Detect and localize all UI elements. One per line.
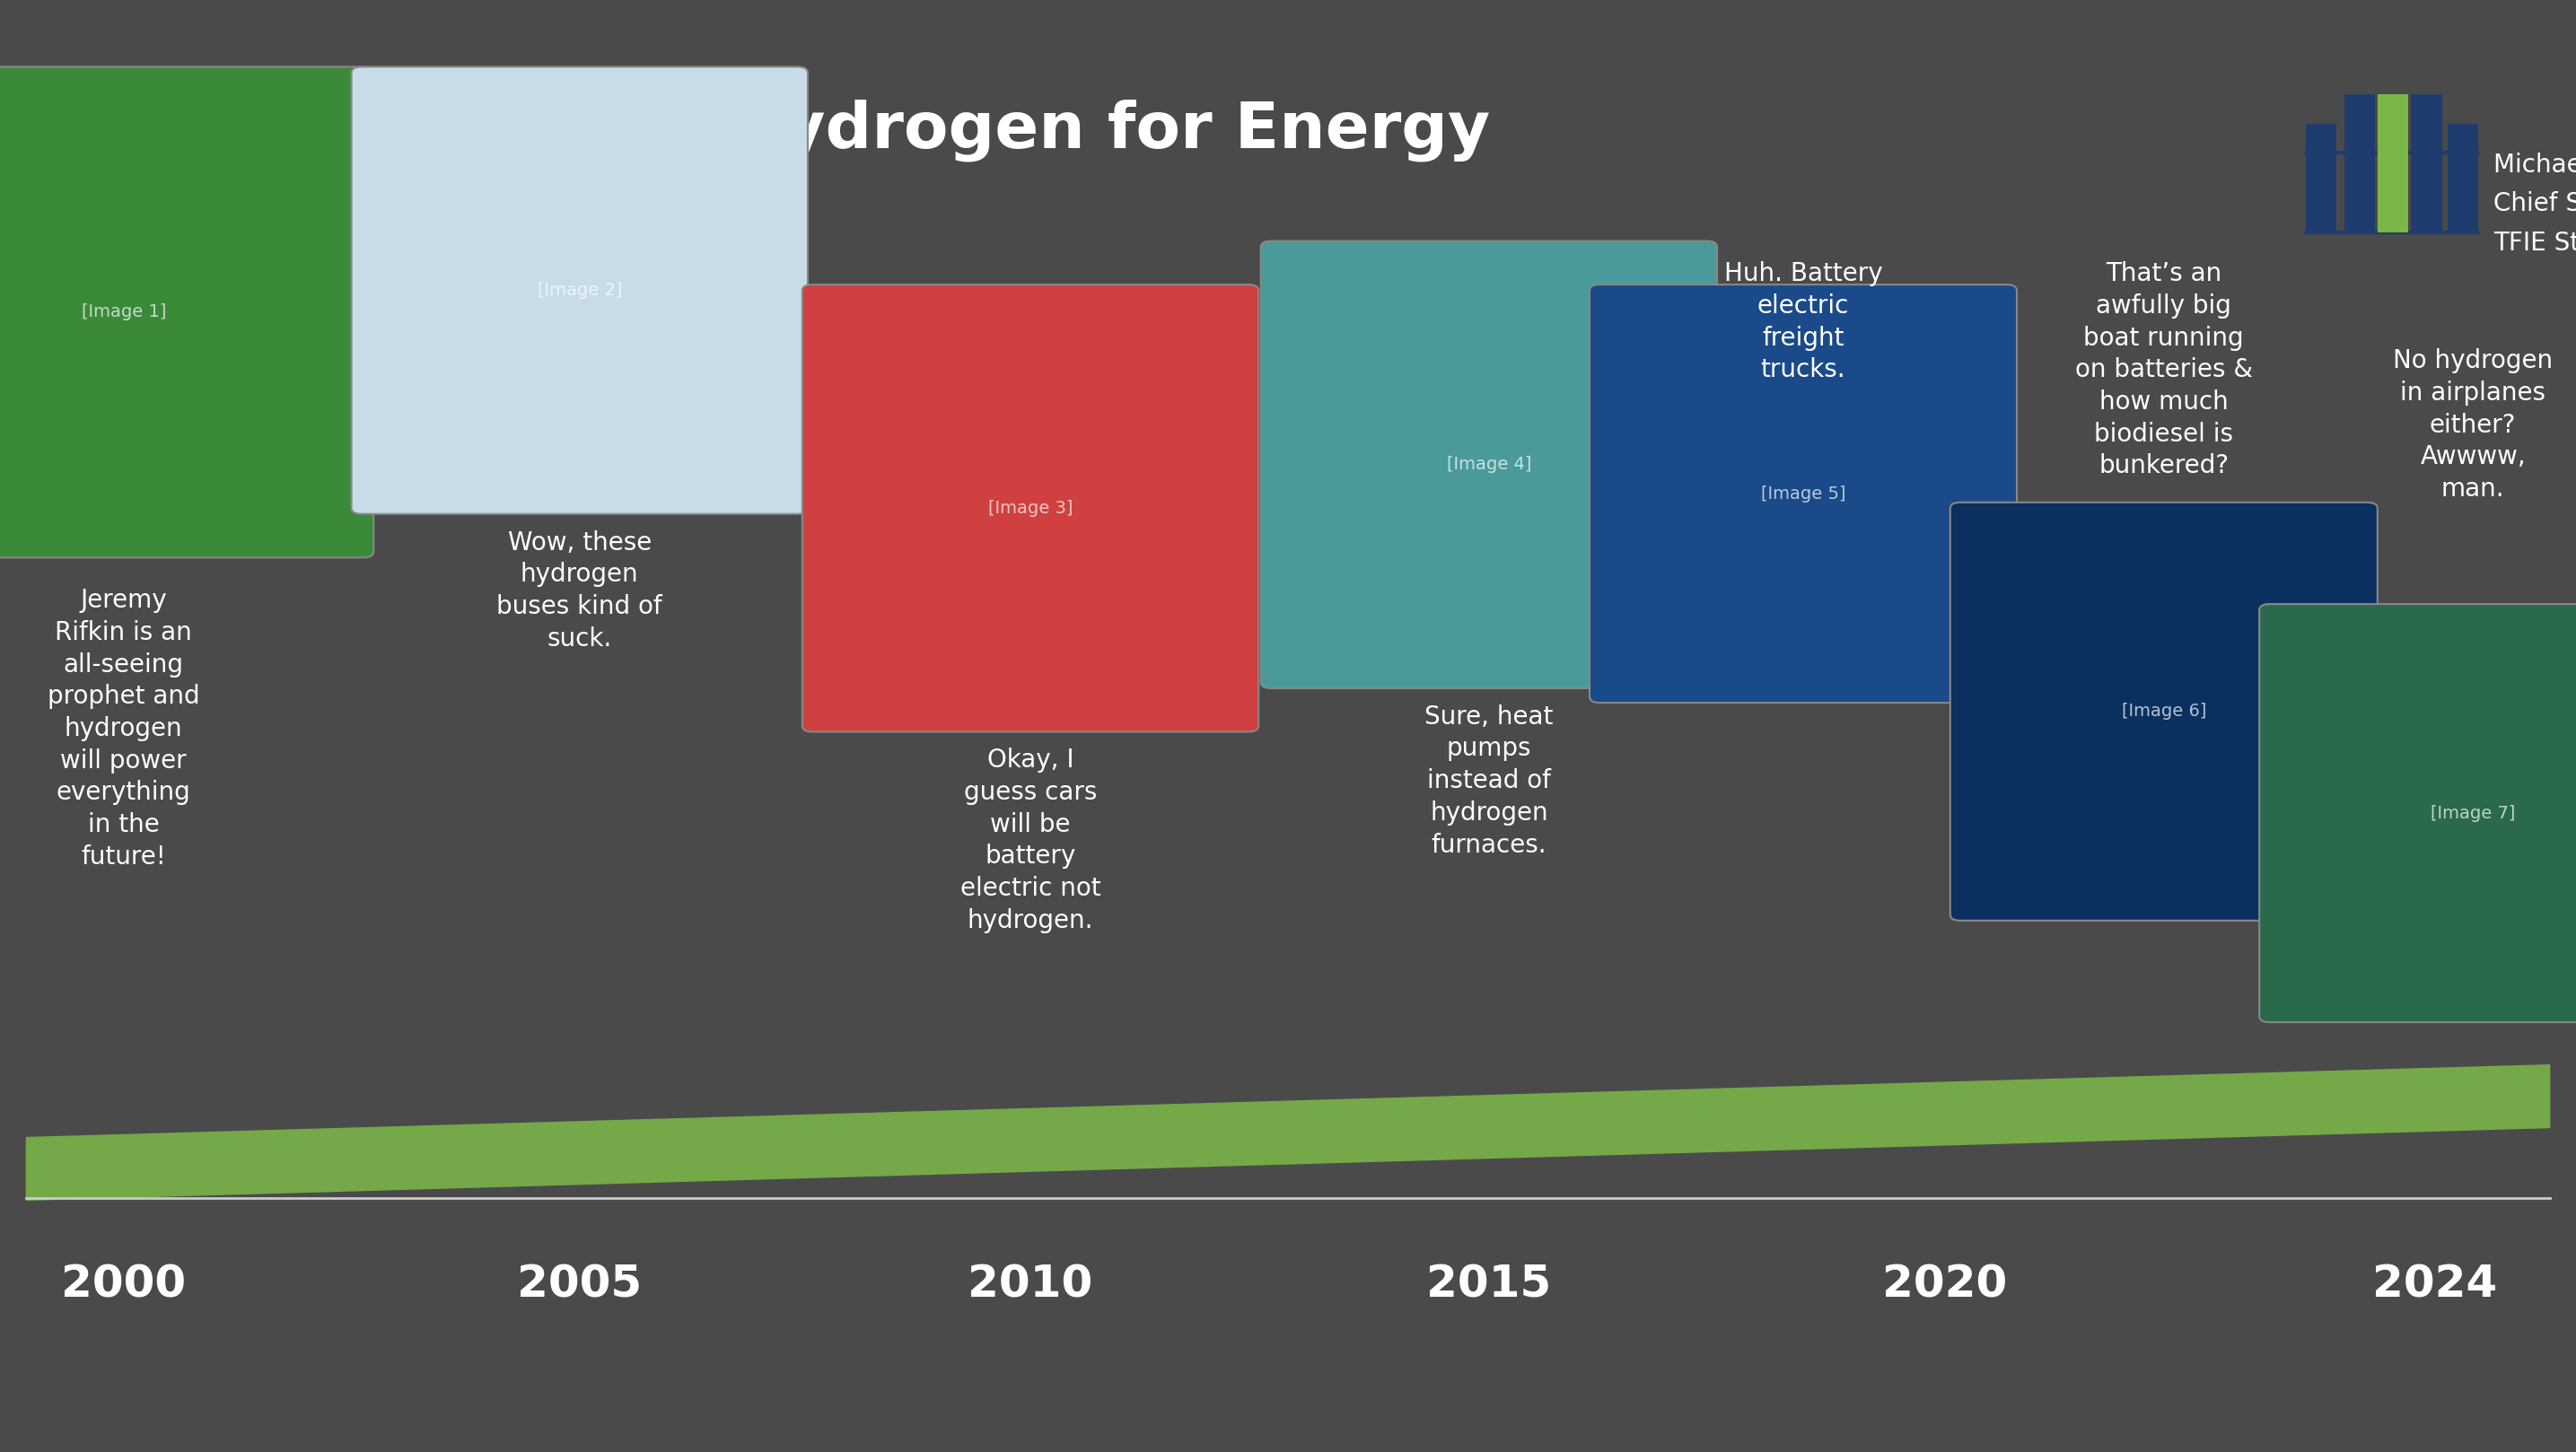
FancyBboxPatch shape <box>350 67 809 514</box>
FancyBboxPatch shape <box>1589 285 2017 703</box>
Text: The Devolution of Hydrogen for Energy: The Devolution of Hydrogen for Energy <box>57 100 1489 161</box>
Text: 2010: 2010 <box>969 1263 1092 1307</box>
FancyBboxPatch shape <box>2306 123 2336 232</box>
FancyBboxPatch shape <box>2378 152 2409 232</box>
FancyBboxPatch shape <box>2447 123 2478 232</box>
Text: No hydrogen
in airplanes
either?
Awwww,
man.: No hydrogen in airplanes either? Awwww, … <box>2393 348 2553 502</box>
Text: [Image 3]: [Image 3] <box>989 499 1072 517</box>
FancyBboxPatch shape <box>2344 94 2375 232</box>
Text: 2015: 2015 <box>1427 1263 1551 1307</box>
FancyBboxPatch shape <box>801 285 1260 732</box>
Text: Sure, heat
pumps
instead of
hydrogen
furnaces.: Sure, heat pumps instead of hydrogen fur… <box>1425 704 1553 858</box>
Text: That’s an
awfully big
boat running
on batteries &
how much
biodiesel is
bunkered: That’s an awfully big boat running on ba… <box>2076 261 2251 479</box>
FancyBboxPatch shape <box>1260 241 1718 688</box>
FancyBboxPatch shape <box>2259 604 2576 1022</box>
Text: Wow, these
hydrogen
buses kind of
suck.: Wow, these hydrogen buses kind of suck. <box>497 530 662 650</box>
FancyBboxPatch shape <box>1950 502 2378 921</box>
Text: 2020: 2020 <box>1883 1263 2007 1307</box>
FancyBboxPatch shape <box>0 67 374 558</box>
Text: Jeremy
Rifkin is an
all-seeing
prophet and
hydrogen
will power
everything
in the: Jeremy Rifkin is an all-seeing prophet a… <box>46 588 201 870</box>
Polygon shape <box>26 1064 2550 1201</box>
Text: Okay, I
guess cars
will be
battery
electric not
hydrogen.: Okay, I guess cars will be battery elect… <box>961 748 1100 934</box>
Text: [Image 4]: [Image 4] <box>1448 456 1530 473</box>
Text: 2000: 2000 <box>62 1263 185 1307</box>
Text: Michael Barnard
Chief Strategist
TFIE Strategy Inc.: Michael Barnard Chief Strategist TFIE St… <box>2494 152 2576 256</box>
Text: [Image 5]: [Image 5] <box>1762 485 1844 502</box>
Text: 2024: 2024 <box>2372 1263 2496 1307</box>
Text: [Image 7]: [Image 7] <box>2432 804 2514 822</box>
FancyBboxPatch shape <box>2411 94 2442 232</box>
Text: Huh. Battery
electric
freight
trucks.: Huh. Battery electric freight trucks. <box>1723 261 1883 382</box>
Text: [Image 2]: [Image 2] <box>538 282 621 299</box>
Text: [Image 1]: [Image 1] <box>82 303 165 321</box>
Text: [Image 6]: [Image 6] <box>2123 703 2205 720</box>
FancyBboxPatch shape <box>2378 94 2409 232</box>
Text: 2005: 2005 <box>518 1263 641 1307</box>
